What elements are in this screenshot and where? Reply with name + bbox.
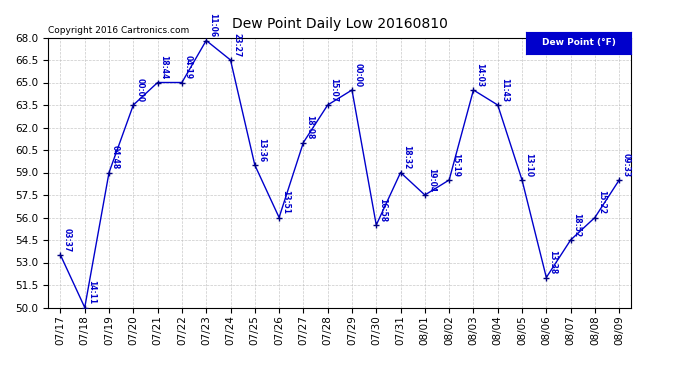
Text: Copyright 2016 Cartronics.com: Copyright 2016 Cartronics.com — [48, 26, 190, 35]
Text: 18:08: 18:08 — [306, 115, 315, 140]
Text: 19:04: 19:04 — [427, 168, 436, 192]
Text: 11:06: 11:06 — [208, 13, 217, 38]
Text: 00:00: 00:00 — [135, 78, 144, 102]
Text: 04:48: 04:48 — [111, 145, 120, 170]
Text: 13:36: 13:36 — [257, 138, 266, 162]
Text: 04:19: 04:19 — [184, 56, 193, 80]
Text: 18:32: 18:32 — [402, 145, 411, 170]
Text: 09:33: 09:33 — [621, 153, 630, 177]
Text: 03:37: 03:37 — [62, 228, 71, 252]
Text: 15:19: 15:19 — [451, 153, 460, 177]
Text: 23:27: 23:27 — [233, 33, 241, 57]
Text: 14:03: 14:03 — [475, 63, 484, 87]
Text: 13:38: 13:38 — [549, 250, 558, 274]
Text: 18:44: 18:44 — [159, 55, 168, 80]
Text: 00:00: 00:00 — [354, 63, 363, 87]
Title: Dew Point Daily Low 20160810: Dew Point Daily Low 20160810 — [232, 17, 448, 31]
Text: 13:10: 13:10 — [524, 153, 533, 177]
Text: 14:11: 14:11 — [87, 280, 96, 304]
Text: 13:51: 13:51 — [281, 190, 290, 214]
Text: 11:43: 11:43 — [500, 78, 509, 102]
Text: 18:52: 18:52 — [573, 213, 582, 237]
Text: 15:22: 15:22 — [597, 190, 606, 214]
Text: 16:58: 16:58 — [378, 198, 387, 222]
Text: 15:07: 15:07 — [330, 78, 339, 102]
